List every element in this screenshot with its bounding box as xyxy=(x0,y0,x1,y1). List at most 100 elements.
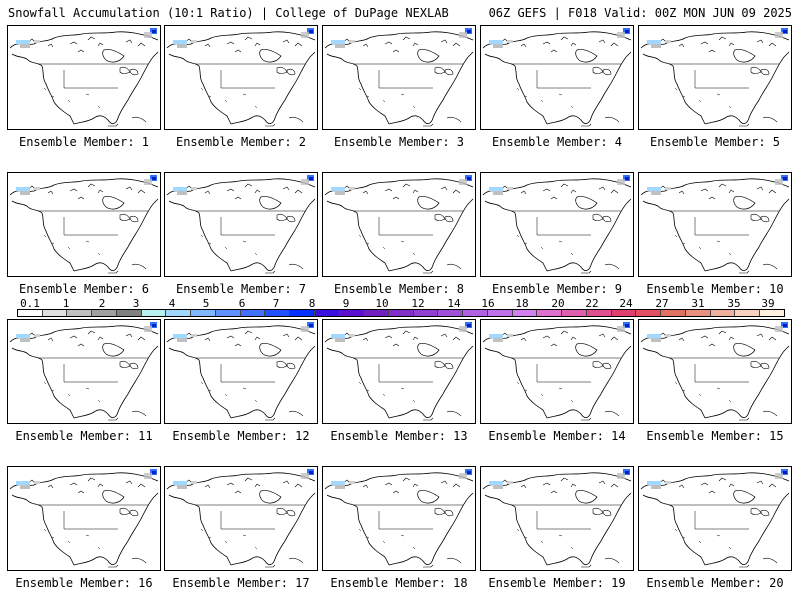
north-america-map xyxy=(324,27,474,127)
colorbar-segment xyxy=(661,310,686,316)
colorbar-tick-label: 3 xyxy=(132,297,140,310)
ensemble-member-label: Ensemble Member: 3 xyxy=(333,135,465,149)
colorbar-segment xyxy=(92,310,117,316)
ensemble-member-label: Ensemble Member: 13 xyxy=(330,429,468,443)
colorbar-tick-label: 12 xyxy=(411,297,425,310)
ensemble-map-panel xyxy=(322,25,476,130)
colorbar-segment xyxy=(215,310,241,316)
north-america-map xyxy=(324,468,474,568)
colorbar-segment xyxy=(463,310,488,316)
colorbar-tick-label: 1 xyxy=(62,297,70,310)
ensemble-member-label: Ensemble Member: 2 xyxy=(175,135,307,149)
colorbar-segment xyxy=(389,310,414,316)
ensemble-member-label: Ensemble Member: 1 xyxy=(18,135,150,149)
colorbar-segment xyxy=(141,310,167,316)
colorbar-tick-label: 35 xyxy=(727,297,741,310)
north-america-map xyxy=(166,321,316,421)
colorbar-tick-label: 31 xyxy=(691,297,705,310)
colorbar-segment xyxy=(611,310,637,316)
colorbar-segment xyxy=(586,310,612,316)
ensemble-map-panel xyxy=(480,466,634,571)
north-america-map xyxy=(166,27,316,127)
ensemble-member-label: Ensemble Member: 18 xyxy=(330,576,468,590)
ensemble-map-panel xyxy=(164,25,318,130)
colorbar-tick-label: 6 xyxy=(238,297,246,310)
ensemble-member-label: Ensemble Member: 10 xyxy=(646,282,784,296)
colorbar-segment xyxy=(685,310,711,316)
ensemble-member-label: Ensemble Member: 12 xyxy=(172,429,310,443)
ensemble-map-panel xyxy=(7,466,161,571)
ensemble-member-label: Ensemble Member: 5 xyxy=(649,135,781,149)
colorbar-tick-label: 18 xyxy=(515,297,529,310)
colorbar-segment xyxy=(413,310,439,316)
ensemble-member-label: Ensemble Member: 9 xyxy=(491,282,623,296)
ensemble-member-label: Ensemble Member: 16 xyxy=(15,576,153,590)
colorbar-tick-label: 16 xyxy=(481,297,495,310)
ensemble-map-panel xyxy=(164,319,318,424)
ensemble-map-panel xyxy=(7,319,161,424)
ensemble-map-panel xyxy=(480,25,634,130)
colorbar-segment xyxy=(240,310,266,316)
colorbar-segment xyxy=(116,310,142,316)
colorbar-segment xyxy=(42,310,68,316)
colorbar-tick-label: 8 xyxy=(308,297,316,310)
ensemble-map-panel xyxy=(322,466,476,571)
colorbar-tick-label: 9 xyxy=(342,297,350,310)
ensemble-member-label: Ensemble Member: 11 xyxy=(15,429,153,443)
colorbar-segment xyxy=(18,310,43,316)
colorbar-tick-label: 27 xyxy=(655,297,669,310)
north-america-map xyxy=(9,468,159,568)
colorbar-segment xyxy=(438,310,464,316)
ensemble-member-label: Ensemble Member: 20 xyxy=(646,576,784,590)
snowfall-colorbar xyxy=(17,309,785,317)
colorbar-tick-label: 24 xyxy=(619,297,633,310)
north-america-map xyxy=(640,174,790,274)
ensemble-map-panel xyxy=(7,25,161,130)
ensemble-member-label: Ensemble Member: 14 xyxy=(488,429,626,443)
colorbar-tick-label: 39 xyxy=(761,297,775,310)
ensemble-map-panel xyxy=(322,319,476,424)
ensemble-map-panel xyxy=(322,172,476,277)
ensemble-member-label: Ensemble Member: 6 xyxy=(18,282,150,296)
north-america-map xyxy=(640,27,790,127)
colorbar-tick-label: 22 xyxy=(585,297,599,310)
north-america-map xyxy=(324,321,474,421)
north-america-map xyxy=(482,174,632,274)
colorbar-segment xyxy=(191,310,216,316)
colorbar-segment xyxy=(537,310,563,316)
colorbar-segment xyxy=(67,310,93,316)
ensemble-map-panel xyxy=(638,466,792,571)
colorbar-segment xyxy=(487,310,513,316)
north-america-map xyxy=(640,468,790,568)
colorbar-tick-label: 5 xyxy=(202,297,210,310)
north-america-map xyxy=(482,27,632,127)
colorbar-segment xyxy=(166,310,192,316)
ensemble-map-panel xyxy=(638,25,792,130)
model-run-info: 06Z GEFS | F018 Valid: 00Z MON JUN 09 20… xyxy=(488,6,792,20)
ensemble-member-label: Ensemble Member: 4 xyxy=(491,135,623,149)
north-america-map xyxy=(9,27,159,127)
colorbar-tick-label: 7 xyxy=(272,297,280,310)
north-america-map xyxy=(166,174,316,274)
colorbar-tick-label: 4 xyxy=(168,297,176,310)
ensemble-map-panel xyxy=(638,172,792,277)
colorbar-segment xyxy=(760,310,784,316)
colorbar-segment xyxy=(710,310,736,316)
colorbar-segment xyxy=(364,310,390,316)
colorbar-segment xyxy=(735,310,761,316)
colorbar-tick-label: 0.1 xyxy=(20,297,40,310)
north-america-map xyxy=(9,174,159,274)
ensemble-map-panel xyxy=(164,466,318,571)
ensemble-map-panel xyxy=(164,172,318,277)
ensemble-member-label: Ensemble Member: 7 xyxy=(175,282,307,296)
colorbar-segment xyxy=(265,310,291,316)
colorbar-segment xyxy=(314,310,340,316)
colorbar-segment xyxy=(512,310,538,316)
ensemble-map-panel xyxy=(480,319,634,424)
colorbar-tick-label: 10 xyxy=(375,297,389,310)
colorbar-segment xyxy=(636,310,662,316)
ensemble-map-panel xyxy=(480,172,634,277)
map-title: Snowfall Accumulation (10:1 Ratio) | Col… xyxy=(8,6,449,20)
ensemble-member-label: Ensemble Member: 8 xyxy=(333,282,465,296)
ensemble-member-label: Ensemble Member: 17 xyxy=(172,576,310,590)
